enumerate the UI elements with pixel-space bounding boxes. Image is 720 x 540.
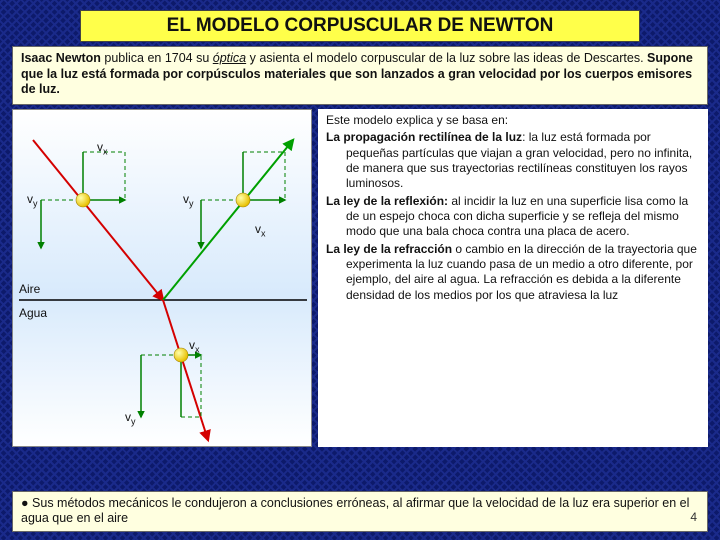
- label-vy-1: vy: [27, 192, 38, 208]
- footer-text: Sus métodos mecánicos le condujeron a co…: [21, 496, 689, 526]
- explanation-panel: Este modelo explica y se basa en: La pro…: [318, 109, 708, 447]
- intro-author: Isaac Newton: [21, 51, 101, 65]
- label-agua: Agua: [19, 306, 47, 320]
- page-number: 4: [690, 510, 697, 525]
- label-vx-1: vx: [97, 140, 108, 156]
- slide-title: EL MODELO CORPUSCULAR DE NEWTON: [80, 10, 640, 42]
- label-vy-2: vy: [183, 192, 194, 208]
- main-row: Aire Agua vx vy vx vy vx vy Este modelo …: [12, 109, 708, 485]
- intro-seg2: publica en 1704 su: [101, 51, 213, 65]
- label-vx-2: vx: [255, 222, 266, 238]
- reflection-refraction-diagram: Aire Agua vx vy vx vy vx vy: [12, 109, 312, 447]
- explain-lead: Este modelo explica y se basa en:: [326, 113, 702, 128]
- intro-seg4: y asienta el modelo corpuscular de la lu…: [246, 51, 647, 65]
- explain-item-2: La ley de la reflexión: al incidir la lu…: [326, 194, 702, 240]
- diagram-column: Aire Agua vx vy vx vy vx vy: [12, 109, 312, 485]
- label-vx-3: vx: [189, 338, 200, 354]
- explain-item-1: La propagación rectilínea de la luz: la …: [326, 130, 702, 191]
- slide: EL MODELO CORPUSCULAR DE NEWTON Isaac Ne…: [0, 0, 720, 540]
- bullet-icon: ●: [21, 496, 32, 510]
- intro-book: óptica: [213, 51, 246, 65]
- diagram-svg: [13, 110, 313, 448]
- explanation-column: Este modelo explica y se basa en: La pro…: [318, 109, 708, 485]
- explain-item-3: La ley de la refracción o cambio en la d…: [326, 242, 702, 303]
- label-aire: Aire: [19, 282, 40, 296]
- footer-note: ● Sus métodos mecánicos le condujeron a …: [12, 491, 708, 532]
- intro-text: Isaac Newton publica en 1704 su óptica y…: [12, 46, 708, 105]
- label-vy-3: vy: [125, 410, 136, 426]
